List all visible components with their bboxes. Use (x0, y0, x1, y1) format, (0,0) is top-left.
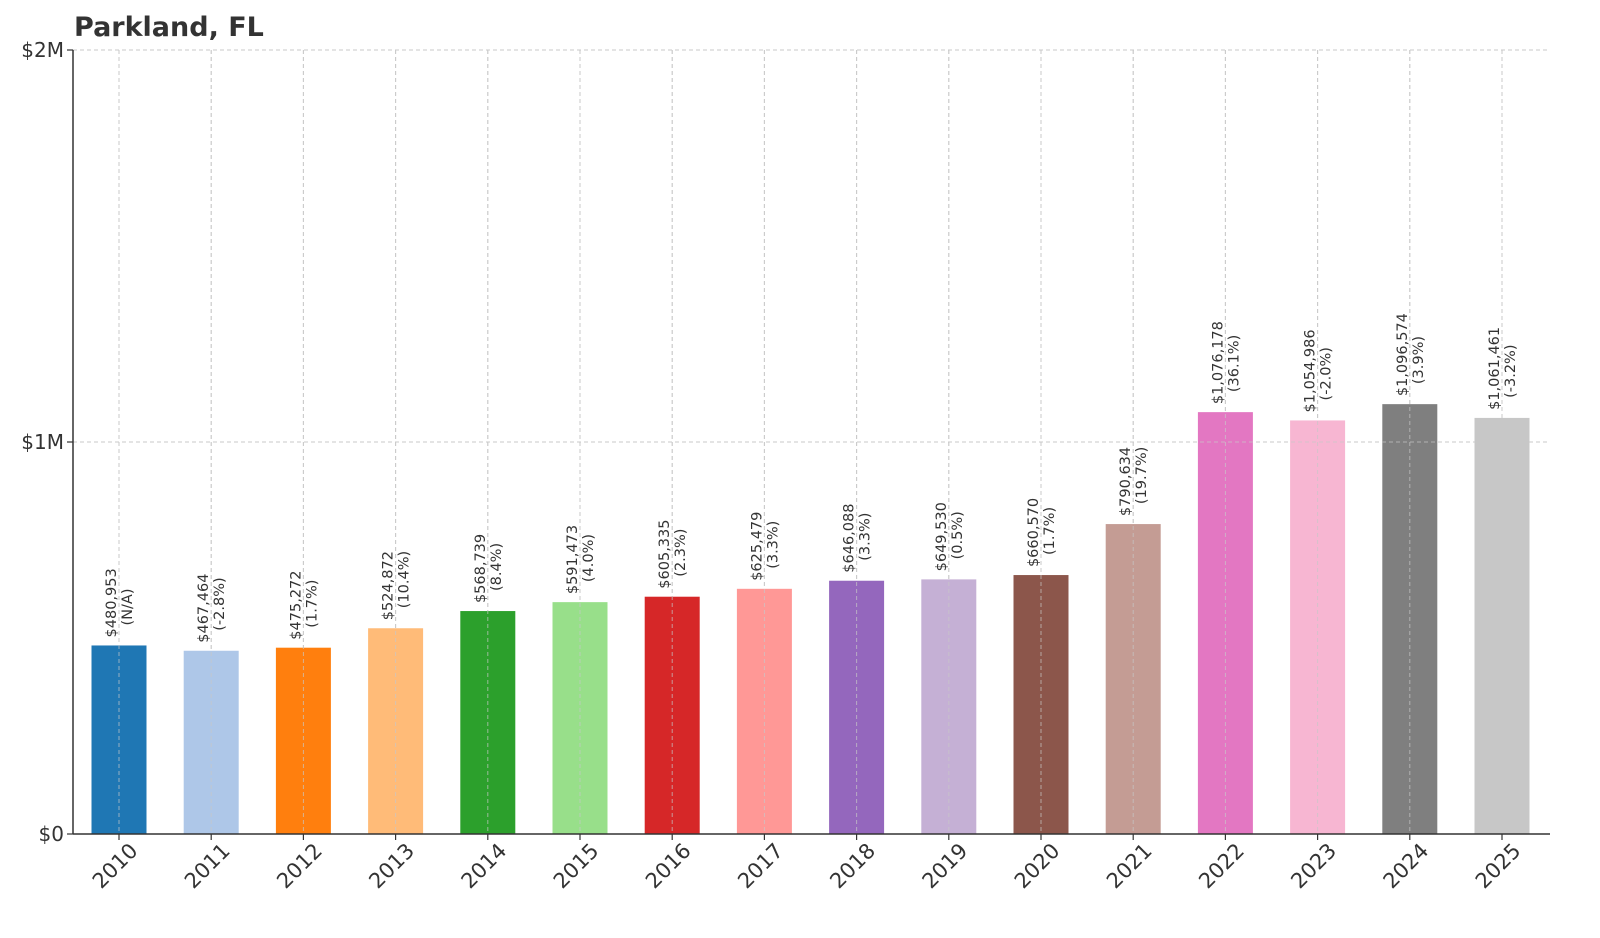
y-tick-label: $1M (21, 430, 64, 454)
change-label: (0.5%) (950, 511, 966, 559)
x-tick-label: 2019 (918, 839, 973, 894)
value-label: $475,272 (288, 571, 304, 640)
x-tick-label: 2023 (1286, 839, 1341, 894)
x-tick-label: 2011 (180, 839, 235, 894)
change-label: (N/A) (120, 588, 136, 625)
x-tick-label: 2012 (272, 839, 327, 894)
value-label: $1,054,986 (1303, 329, 1319, 412)
x-tick-label: 2021 (1102, 839, 1157, 894)
x-tick-label: 2024 (1379, 839, 1434, 894)
change-label: (3.3%) (858, 513, 874, 561)
value-label: $649,530 (934, 502, 950, 571)
change-label: (19.7%) (1134, 447, 1150, 504)
bar-2018 (829, 580, 885, 834)
value-label: $1,061,461 (1487, 327, 1503, 410)
change-label: (4.0%) (581, 534, 597, 582)
change-label: (-2.0%) (1319, 347, 1335, 400)
value-label: $480,953 (104, 568, 120, 637)
x-tick-label: 2015 (549, 839, 604, 894)
x-tick-label: 2010 (88, 839, 143, 894)
x-tick-label: 2013 (364, 839, 419, 894)
x-tick-label: 2016 (641, 839, 696, 894)
bar-2022 (1197, 412, 1253, 834)
change-label: (-2.8%) (212, 577, 228, 630)
x-tick-label: 2017 (733, 839, 788, 894)
x-tick-label: 2022 (1194, 839, 1249, 894)
bar-2019 (921, 579, 977, 834)
change-label: (3.9%) (1411, 336, 1427, 384)
value-label: $568,739 (473, 534, 489, 603)
chart-title: Parkland, FL (74, 12, 264, 43)
change-label: (2.3%) (673, 529, 689, 577)
value-label: $790,634 (1118, 447, 1134, 516)
value-label: $605,335 (657, 520, 673, 589)
x-tick-label: 2020 (1010, 839, 1065, 894)
value-label: $660,570 (1026, 498, 1042, 567)
change-label: (3.3%) (765, 521, 781, 569)
x-tick-label: 2018 (825, 839, 880, 894)
value-label: $625,479 (749, 512, 765, 581)
value-label: $1,076,178 (1210, 321, 1226, 404)
change-label: (-3.2%) (1503, 345, 1519, 398)
change-label: (36.1%) (1226, 335, 1242, 392)
change-label: (1.7%) (304, 580, 320, 628)
value-label: $1,096,574 (1395, 313, 1411, 396)
change-label: (1.7%) (1042, 507, 1058, 555)
x-tick-label: 2025 (1471, 839, 1526, 894)
x-tick-label: 2014 (457, 839, 512, 894)
value-label: $591,473 (565, 525, 581, 594)
value-label: $467,464 (196, 574, 212, 643)
value-label: $524,872 (381, 551, 397, 620)
change-label: (10.4%) (397, 551, 413, 608)
value-label: $646,088 (842, 504, 858, 573)
change-label: (8.4%) (489, 543, 505, 591)
y-tick-label: $0 (39, 822, 64, 846)
y-tick-label: $2M (21, 38, 64, 62)
